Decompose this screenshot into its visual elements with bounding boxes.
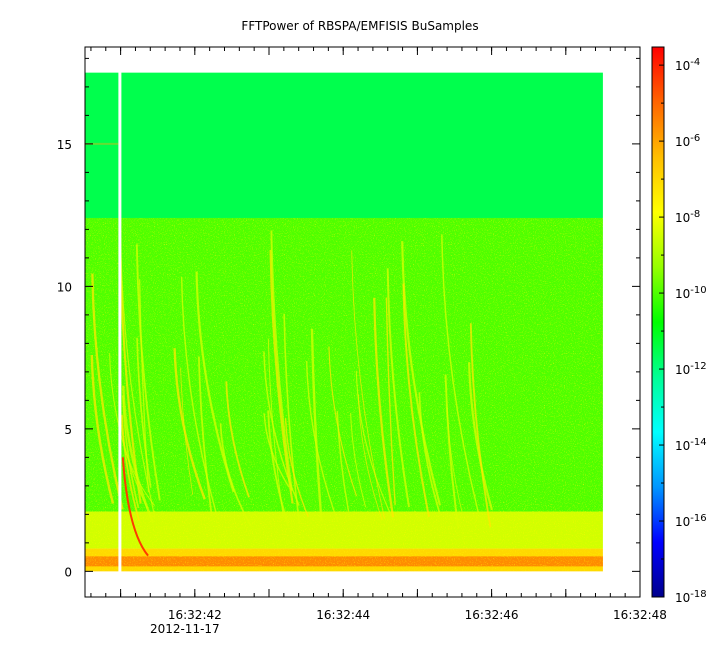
chorus-element [328,346,358,497]
chorus-element [225,381,250,498]
chorus-striations [85,142,493,557]
y-tick-label: 15 [57,138,72,152]
colorbar-tick-label: 10-6 [675,133,700,149]
chorus-element [350,413,367,508]
colorbar-tick-label: 10-18 [675,589,707,605]
y-tick-label: 5 [64,423,72,437]
chorus-element [267,410,290,527]
chorus-element [467,362,493,511]
plot-frame [84,46,641,598]
x-date-label: 2012-11-17 [150,622,220,636]
x-tick-label: 16:32:48 [613,608,667,622]
colorbar-tick-label: 10-10 [675,285,707,301]
colorbar: 10-4 10-6 10-8 10-10 10-12 10-14 10-16 10-18 [651,46,707,605]
x-tick-label: 16:32:42 [168,608,222,622]
spectrogram-band-0 [85,72,603,218]
chorus-element [402,283,430,517]
whistler-trace [121,457,149,557]
chorus-element [351,250,386,519]
chorus-element [336,411,350,512]
chorus-element [441,234,479,513]
chorus-element [90,355,115,504]
chorus-element [418,392,441,515]
chorus-element [355,371,395,522]
chorus-element [401,241,441,506]
chorus-element [386,268,410,508]
colorbar-tick-label: 10-16 [675,513,707,529]
plot-area [84,46,641,598]
spectrogram-texture [85,217,603,572]
chorus-element [91,273,124,510]
chorus-element [219,423,252,527]
chorus-element [263,413,290,488]
chorus-element [173,348,206,500]
chorus-element [197,356,213,516]
chorus-element [139,279,150,493]
chorus-element [357,394,383,521]
chorus-element [122,385,155,524]
chorus-element [446,407,463,512]
x-tick-label: 16:32:44 [316,608,370,622]
chorus-element [373,297,395,518]
chorus-element [195,271,235,493]
chorus-element [180,368,194,495]
data-gap [118,71,122,573]
chorus-element [385,297,396,505]
chorus-element [469,323,492,528]
chart-title: FFTPower of RBSPA/EMFISIS BuSamples [241,19,478,33]
colorbar-tick-label: 10-14 [675,437,707,453]
chorus-element [135,244,161,501]
chorus-element [269,249,294,504]
chorus-element [284,418,309,517]
chorus-element [136,337,152,488]
chorus-element [180,277,218,516]
y-tick-label: 10 [57,280,72,294]
chorus-element [444,374,460,528]
colorbar-ticks: 10-4 10-6 10-8 10-10 10-12 10-14 10-16 10-18 [659,57,707,605]
chorus-element [121,414,140,521]
x-axis: 16:32:42 16:32:44 16:32:46 16:32:48 [90,47,667,622]
colorbar-rect [651,46,665,598]
x-tick-label: 16:32:46 [465,608,519,622]
chorus-element [305,361,339,523]
colorbar-tick-label: 10-4 [675,57,700,73]
colorbar-tick-label: 10-8 [675,209,700,225]
chorus-element [310,328,323,522]
y-axis: 0 5 10 15 [57,57,640,579]
colorbar-tick-label: 10-12 [675,361,707,377]
y-tick-label: 0 [64,565,72,579]
chorus-element [270,230,293,491]
